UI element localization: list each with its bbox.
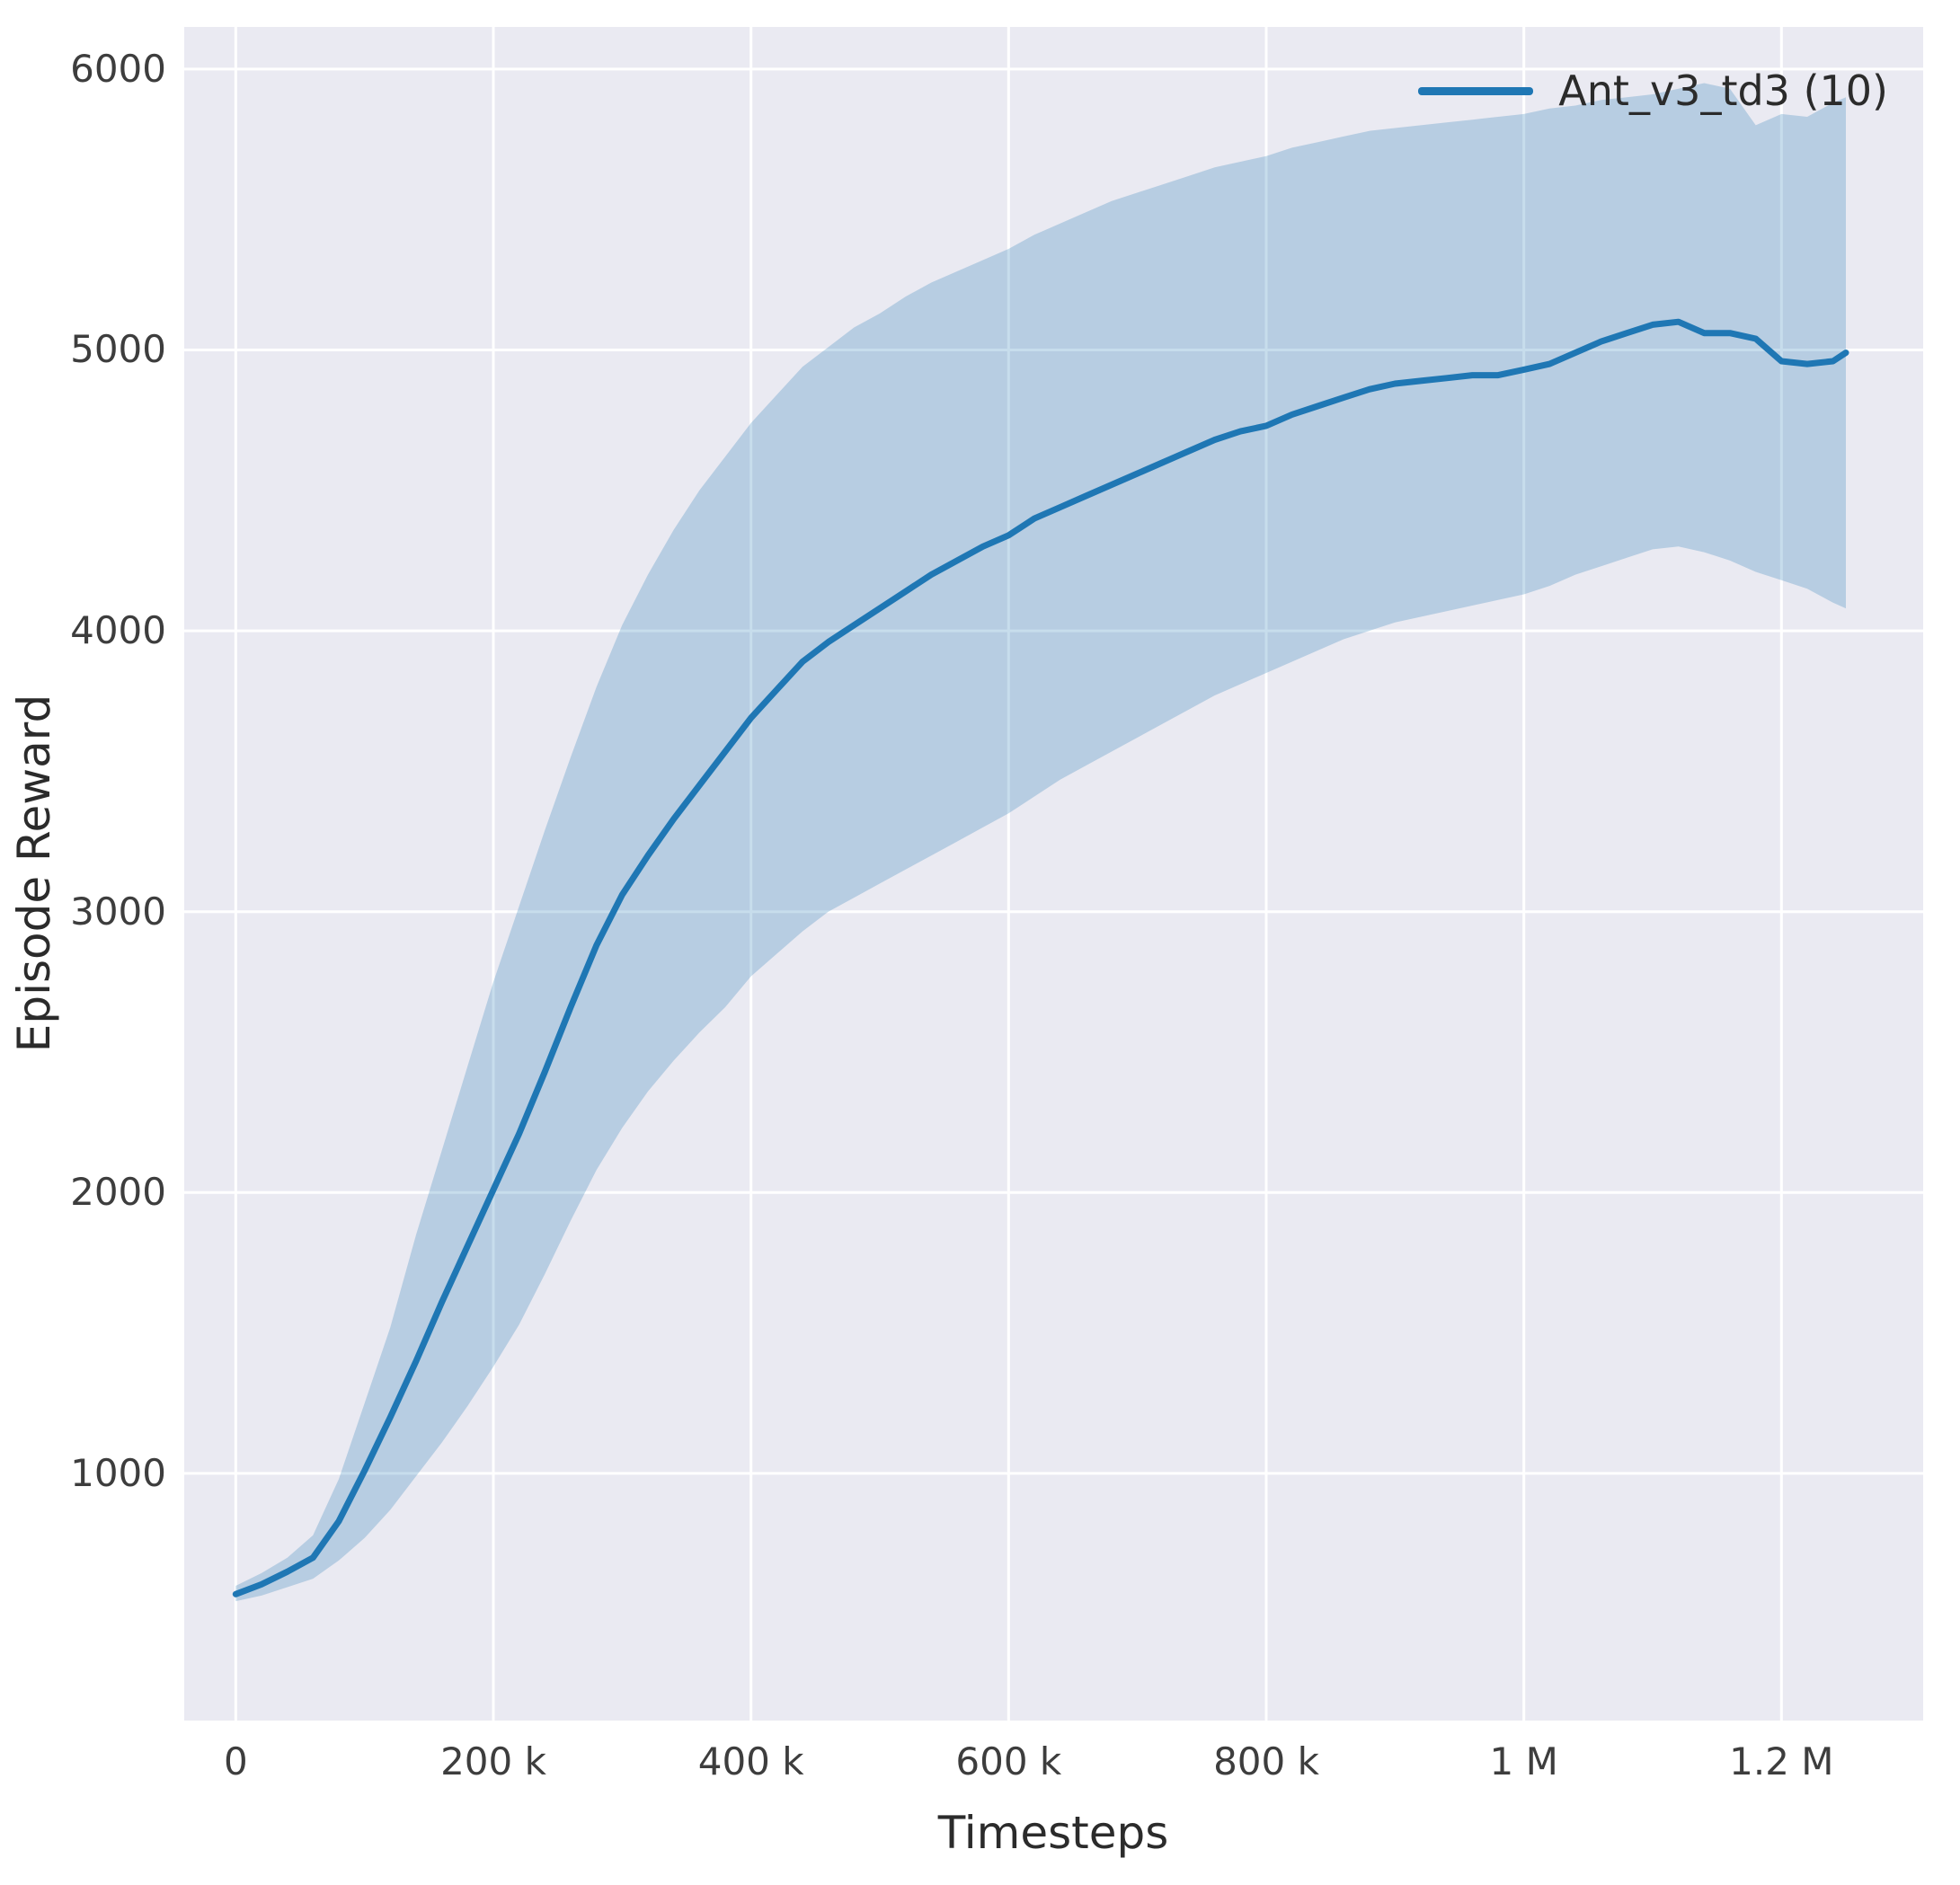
legend: Ant_v3_td3 (10) — [1409, 65, 1897, 117]
x-tick-label: 1.2 M — [1729, 1739, 1834, 1783]
y-tick-label: 1000 — [70, 1450, 166, 1495]
y-tick-label: 2000 — [70, 1170, 166, 1215]
legend-line-swatch — [1418, 86, 1534, 95]
y-tick-label: 3000 — [70, 889, 166, 934]
y-tick-label: 4000 — [70, 608, 166, 653]
x-tick-label: 400 k — [697, 1739, 804, 1783]
legend-label: Ant_v3_td3 (10) — [1558, 66, 1888, 115]
x-axis-label: Timesteps — [937, 1807, 1169, 1859]
confidence-band — [235, 83, 1846, 1602]
x-tick-label: 600 k — [955, 1739, 1062, 1783]
y-tick-label: 5000 — [70, 327, 166, 372]
y-axis-label: Episode Reward — [8, 694, 60, 1053]
y-tick-label: 6000 — [70, 46, 166, 91]
plot-area — [184, 27, 1923, 1721]
x-tick-label: 200 k — [440, 1739, 546, 1783]
x-tick-label: 0 — [223, 1739, 248, 1783]
plot-background — [184, 27, 1923, 1721]
x-tick-label: 1 M — [1489, 1739, 1558, 1783]
mean-line — [232, 318, 1849, 1597]
chart-canvas — [184, 27, 1923, 1721]
x-tick-label: 800 k — [1213, 1739, 1319, 1783]
